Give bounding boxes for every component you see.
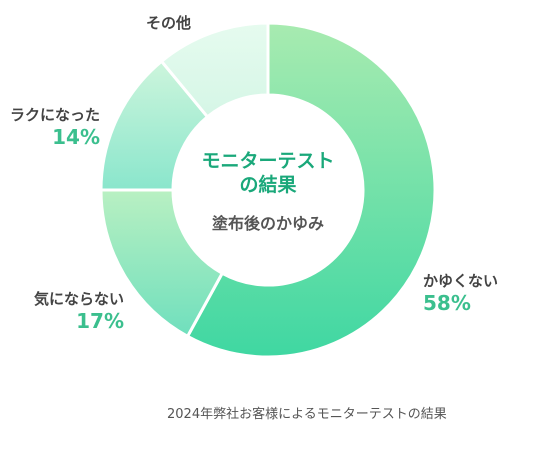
slice-percent: 14%	[52, 125, 100, 149]
slice-label-kininaranai: 気にならない 17%	[24, 290, 124, 334]
slice-label-kayukunai: かゆくない 58%	[423, 272, 498, 316]
source-note: 2024年弊社お客様によるモニターテストの結果	[167, 407, 447, 422]
slice-percent: 17%	[76, 309, 124, 333]
slice-label-sonota: その他	[146, 14, 191, 32]
donut-slice	[185, 21, 437, 359]
center-title: モニターテスト の結果	[201, 150, 335, 196]
slice-percent: 58%	[423, 291, 471, 315]
center-subtitle: 塗布後のかゆみ	[211, 214, 324, 233]
donut-slice	[159, 21, 270, 119]
slice-label-text: ラクになった	[9, 106, 100, 124]
slice-label-rakuninatta: ラクになった 14%	[6, 106, 100, 150]
slice-label-text: 気にならない	[33, 290, 124, 308]
slice-label-text: かゆくない	[423, 272, 499, 290]
slice-label-text: その他	[146, 14, 192, 32]
